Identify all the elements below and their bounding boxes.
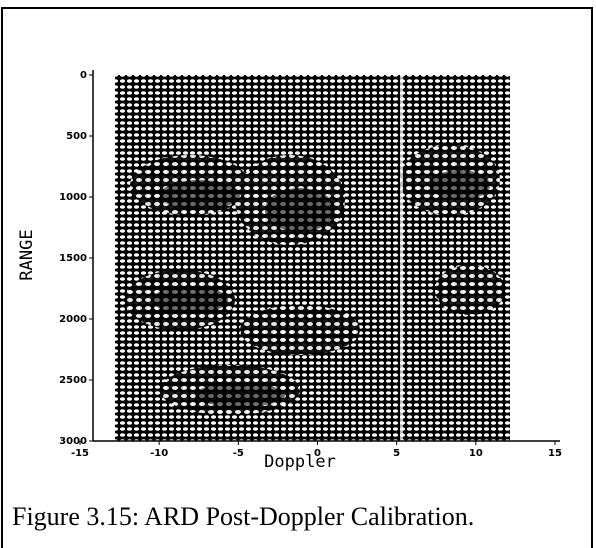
x-tick-label: 0 bbox=[314, 448, 321, 459]
x-tick-label: 15 bbox=[548, 448, 562, 459]
y-tick-label: 500 bbox=[66, 131, 87, 142]
x-tick-label: 10 bbox=[469, 448, 483, 459]
y-axis-label: RANGE bbox=[17, 229, 37, 280]
x-tick-label: -15 bbox=[71, 448, 89, 459]
frame bbox=[1, 7, 593, 548]
x-tick-label: -10 bbox=[150, 448, 168, 459]
image-plot bbox=[115, 75, 510, 441]
y-tick-label: 0 bbox=[80, 70, 87, 81]
y-tick-label: 2500 bbox=[59, 375, 87, 386]
y-tick-label: 1000 bbox=[59, 192, 87, 203]
caption: Figure 3.15: ARD Post-Doppler Calibratio… bbox=[12, 502, 474, 531]
x-axis-label: Doppler bbox=[264, 452, 336, 472]
y-tick-label: 1500 bbox=[59, 253, 87, 264]
y-tick-label: 3000 bbox=[59, 436, 87, 447]
x-tick-label: -5 bbox=[233, 448, 244, 459]
x-tick-label: 5 bbox=[393, 448, 400, 459]
y-tick-label: 2000 bbox=[59, 314, 87, 325]
